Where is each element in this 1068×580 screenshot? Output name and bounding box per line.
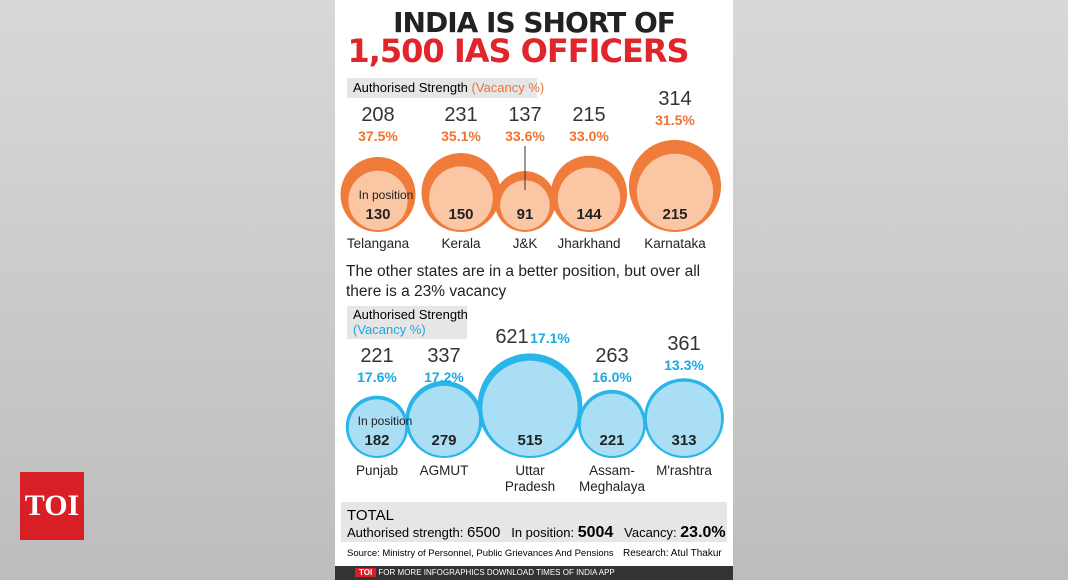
authorised: 621: [495, 326, 529, 348]
footer: TOI FOR MORE INFOGRAPHICS DOWNLOAD TIMES…: [335, 566, 733, 580]
bubble: [482, 360, 578, 456]
vacancy: 33.0%: [569, 128, 609, 144]
bubble: [408, 385, 480, 457]
in-position-label: In position: [357, 414, 413, 428]
vacancy: 17.6%: [357, 369, 397, 385]
bubble: [348, 399, 406, 457]
authorised: 337: [427, 345, 461, 367]
label: In position:: [511, 525, 575, 540]
bubble: [348, 170, 408, 230]
legend-note: (Vacancy %): [471, 80, 545, 95]
legend-label: Authorised Strength: [353, 80, 468, 95]
value: 5004: [577, 524, 614, 541]
in-position: 91: [516, 206, 534, 223]
vacancy: 16.0%: [592, 369, 632, 385]
state: M'rashtra: [656, 463, 712, 478]
in-position-label: In position: [358, 188, 414, 202]
in-position: 130: [365, 206, 391, 223]
vacancy: 17.2%: [424, 369, 464, 385]
value: 6500: [466, 524, 501, 541]
bubble: [646, 381, 722, 456]
value: 23.0%: [680, 524, 726, 541]
label: Vacancy:: [624, 525, 677, 540]
state: Karnataka: [644, 236, 706, 251]
bubble: [429, 166, 493, 230]
authorised: 263: [595, 345, 629, 367]
blur-right: [733, 0, 1068, 580]
state: Jharkhand: [557, 236, 621, 251]
title: 1,500 IAS OFFICERS: [347, 32, 689, 70]
bubble: [500, 180, 550, 231]
authorised: 221: [360, 345, 394, 367]
state: Punjab: [355, 463, 399, 478]
bubble: [557, 167, 621, 230]
vacancy: 13.3%: [664, 357, 704, 373]
state: Uttar Pradesh: [504, 463, 556, 494]
footer-text: FOR MORE INFOGRAPHICS DOWNLOAD TIMES OF …: [378, 568, 615, 577]
in-position: 150: [448, 206, 474, 223]
total-line: Authorised strength: 6500 In position: 5…: [347, 524, 726, 542]
logo: TOI: [20, 472, 84, 540]
authorised: 137: [508, 104, 542, 126]
note: The other states are in a better positio…: [346, 263, 701, 300]
in-position: 515: [517, 432, 543, 449]
state: Assam-Meghalaya: [578, 463, 646, 494]
vacancy: 33.6%: [505, 128, 545, 144]
in-position: 215: [662, 206, 688, 223]
footer-brand: TOI: [355, 568, 377, 577]
state: J&K: [512, 236, 538, 251]
title: INDIA IS SHORT OF: [393, 6, 676, 39]
legend-note: (Vacancy %): [353, 322, 426, 337]
authorised: 314: [658, 88, 692, 110]
authorised: 361: [667, 333, 701, 355]
in-position: 221: [599, 432, 625, 449]
bubble: [580, 393, 644, 456]
vacancy: 17.1%: [530, 330, 570, 346]
state: Kerala: [441, 236, 481, 251]
authorised: 215: [572, 104, 606, 126]
legend-label: Authorised Strength: [353, 307, 468, 322]
total-box: [341, 502, 727, 542]
in-position: 182: [364, 432, 390, 449]
total-title: TOTAL: [347, 507, 394, 524]
authorised: 231: [444, 104, 478, 126]
vacancy: 37.5%: [358, 128, 398, 144]
in-position: 279: [431, 432, 457, 449]
authorised: 208: [361, 104, 395, 126]
state: AGMUT: [419, 463, 469, 478]
vacancy: 35.1%: [441, 128, 481, 144]
vacancy: 31.5%: [655, 112, 695, 128]
legend-box: Authorised Strength (Vacancy %): [347, 78, 544, 98]
research: Research: Atul Thakur: [623, 548, 722, 559]
state: Telangana: [346, 236, 410, 251]
label: Authorised strength:: [347, 525, 464, 540]
bubble: [636, 153, 714, 230]
source: Source: Ministry of Personnel, Public Gr…: [347, 548, 614, 559]
legend-box: Authorised Strength (Vacancy %): [347, 306, 468, 339]
in-position: 313: [671, 432, 697, 449]
in-position: 144: [576, 206, 602, 223]
